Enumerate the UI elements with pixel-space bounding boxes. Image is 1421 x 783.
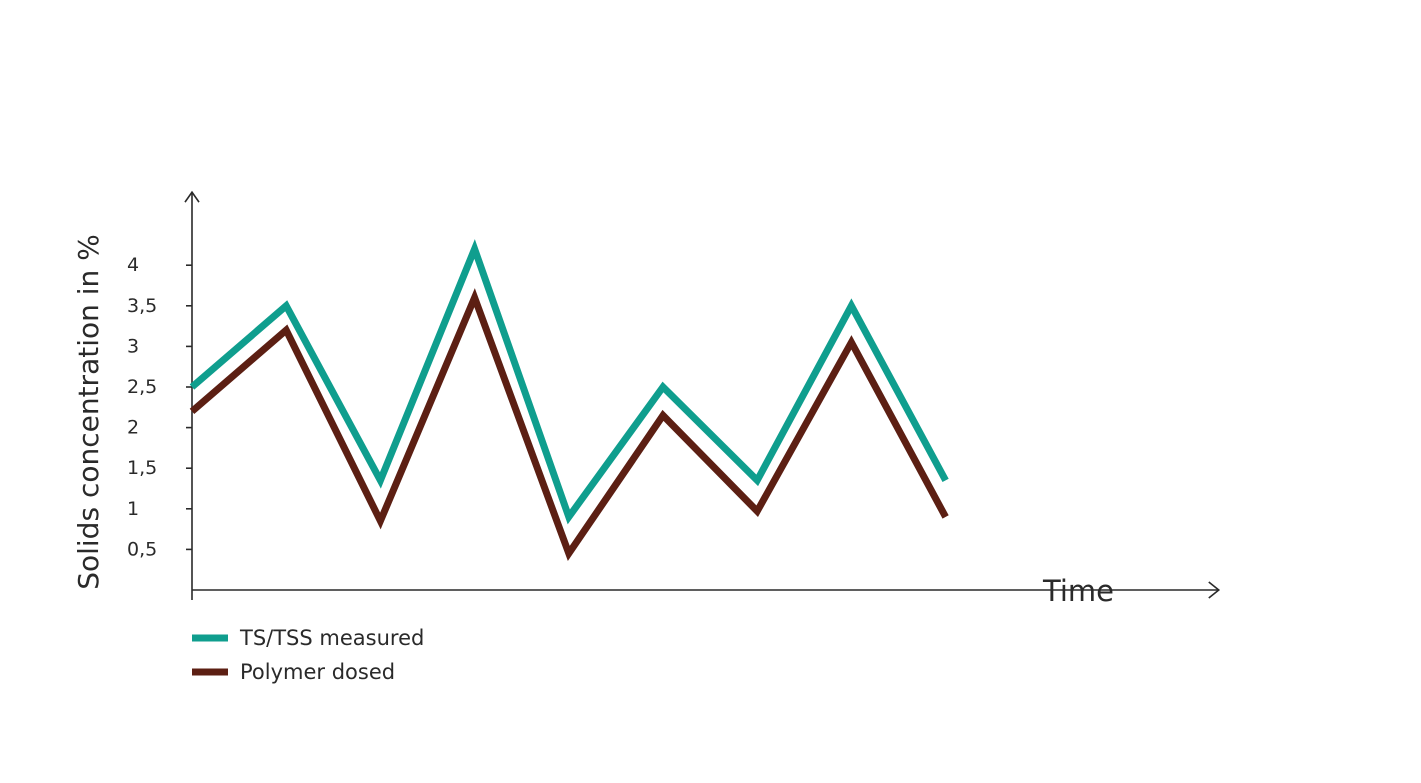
- y-tick-label: 2: [127, 417, 139, 439]
- legend-label: Polymer dosed: [240, 660, 395, 684]
- y-tick-label: 3,5: [127, 295, 157, 317]
- legend-label: TS/TSS measured: [239, 626, 424, 650]
- y-tick-label: 1: [127, 498, 139, 520]
- y-ticks: 0,5 1 1,5 2 2,5 3 3,5 4: [127, 254, 192, 560]
- y-axis-label: Solids concentration in %: [72, 234, 105, 590]
- y-tick-label: 2,5: [127, 376, 157, 398]
- series-lines: [189, 239, 949, 562]
- y-tick-label: 1,5: [127, 457, 157, 479]
- y-axis-arrow: [184, 190, 200, 203]
- legend: TS/TSS measured Polymer dosed: [192, 626, 424, 684]
- x-axis-label: Time: [1042, 574, 1114, 608]
- x-axis-arrow: [1208, 581, 1221, 599]
- series-line-1: [189, 239, 949, 525]
- series-line-2: [189, 288, 949, 562]
- y-tick-label: 0,5: [127, 538, 157, 560]
- y-tick-label: 3: [127, 335, 139, 357]
- y-tick-label: 4: [127, 254, 139, 276]
- axes: [184, 190, 1221, 600]
